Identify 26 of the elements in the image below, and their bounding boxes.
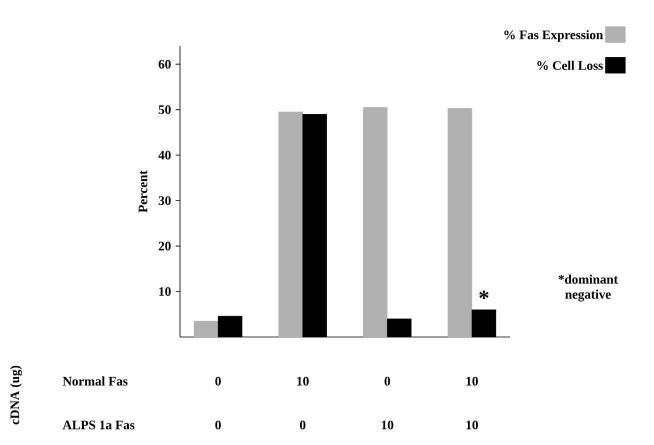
y-tick-label: 20	[158, 242, 171, 250]
y-axis-title: Percent	[138, 170, 148, 212]
y-tick-label: 40	[158, 150, 171, 160]
bar	[448, 108, 472, 338]
text: 10	[466, 420, 478, 430]
x-tick-label: 0	[384, 376, 390, 386]
x-tick-label: 0	[215, 376, 221, 386]
legend-label: % Cell Loss	[537, 60, 603, 70]
text: *dominant negative	[558, 274, 618, 302]
y-tick-label: 30	[158, 196, 171, 205]
legend-label: % Fas Expression	[504, 30, 604, 42]
text: ALPS 1a Fas	[62, 420, 134, 430]
data-label: *	[479, 290, 489, 299]
y-tick-label: 10	[159, 287, 171, 296]
text: 0	[300, 420, 306, 430]
text: cDNA (ug)	[10, 366, 22, 424]
text: 0	[215, 420, 221, 430]
bar	[363, 107, 388, 338]
y-tick-label: 60	[158, 60, 171, 69]
x-tick-label: 10	[297, 376, 309, 386]
bar	[194, 320, 218, 338]
y-tick-label: 50	[158, 105, 171, 114]
x-tick-label: 10	[466, 376, 478, 386]
text: Normal Fas	[62, 376, 128, 386]
text: 10	[382, 420, 394, 430]
bar	[278, 112, 303, 338]
